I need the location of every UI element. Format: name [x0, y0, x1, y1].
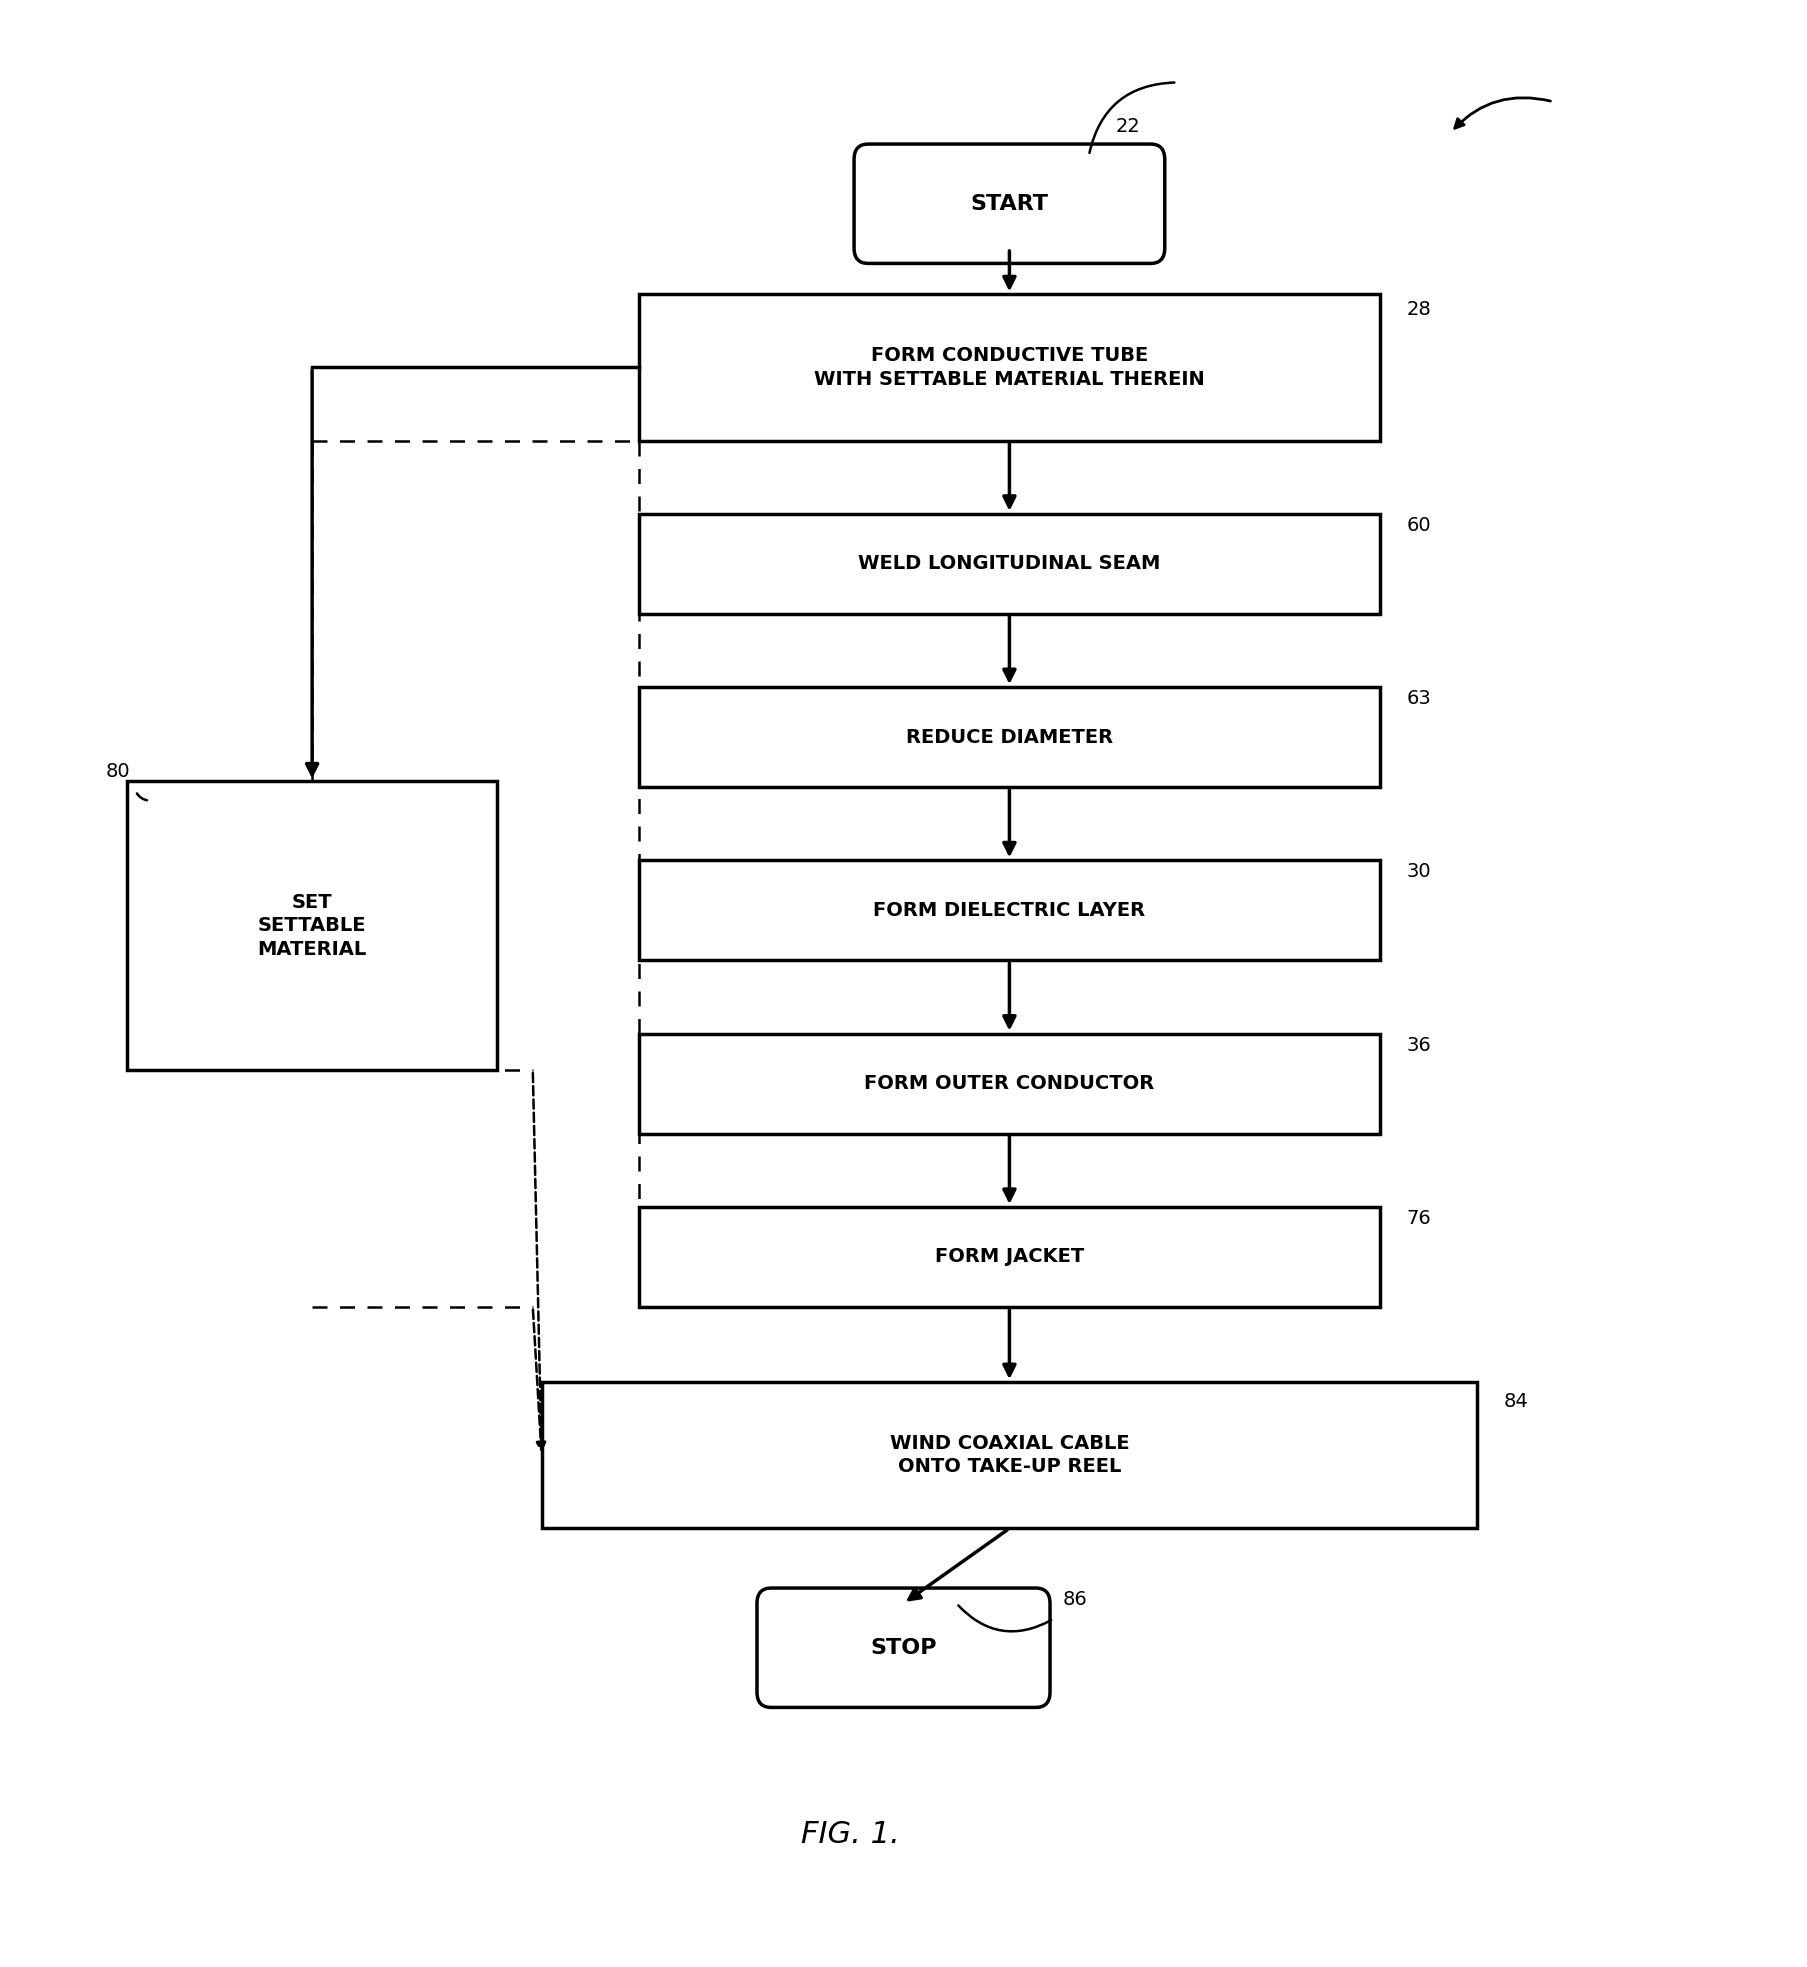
- Text: FORM CONDUCTIVE TUBE
WITH SETTABLE MATERIAL THEREIN: FORM CONDUCTIVE TUBE WITH SETTABLE MATER…: [813, 346, 1205, 389]
- Bar: [638, 513, 1381, 614]
- Text: 28: 28: [1406, 301, 1431, 319]
- Text: START: START: [970, 193, 1048, 214]
- FancyBboxPatch shape: [757, 1587, 1050, 1707]
- Text: FORM OUTER CONDUCTOR: FORM OUTER CONDUCTOR: [864, 1074, 1155, 1094]
- Text: 80: 80: [105, 763, 130, 781]
- Text: REDUCE DIAMETER: REDUCE DIAMETER: [905, 728, 1113, 747]
- Text: WIND COAXIAL CABLE
ONTO TAKE-UP REEL: WIND COAXIAL CABLE ONTO TAKE-UP REEL: [889, 1434, 1129, 1477]
- Text: FIG. 1.: FIG. 1.: [801, 1819, 900, 1849]
- FancyBboxPatch shape: [855, 144, 1166, 264]
- Text: 76: 76: [1406, 1210, 1431, 1227]
- Text: SET
SETTABLE
MATERIAL: SET SETTABLE MATERIAL: [257, 893, 367, 958]
- Text: 63: 63: [1406, 688, 1431, 708]
- Bar: [638, 860, 1381, 960]
- Text: FORM JACKET: FORM JACKET: [934, 1247, 1084, 1267]
- Bar: [638, 295, 1381, 441]
- Text: 30: 30: [1406, 862, 1431, 881]
- Bar: [638, 1208, 1381, 1306]
- Bar: [638, 1033, 1381, 1133]
- Text: 36: 36: [1406, 1037, 1431, 1054]
- Bar: [126, 781, 497, 1070]
- Text: STOP: STOP: [871, 1639, 936, 1658]
- Bar: [542, 1383, 1478, 1528]
- Text: 86: 86: [1063, 1589, 1088, 1609]
- Text: 22: 22: [1115, 118, 1140, 136]
- Text: WELD LONGITUDINAL SEAM: WELD LONGITUDINAL SEAM: [858, 555, 1160, 572]
- Text: FORM DIELECTRIC LAYER: FORM DIELECTRIC LAYER: [873, 901, 1146, 921]
- Text: 60: 60: [1406, 515, 1431, 535]
- Bar: [638, 686, 1381, 787]
- Text: 84: 84: [1503, 1393, 1529, 1410]
